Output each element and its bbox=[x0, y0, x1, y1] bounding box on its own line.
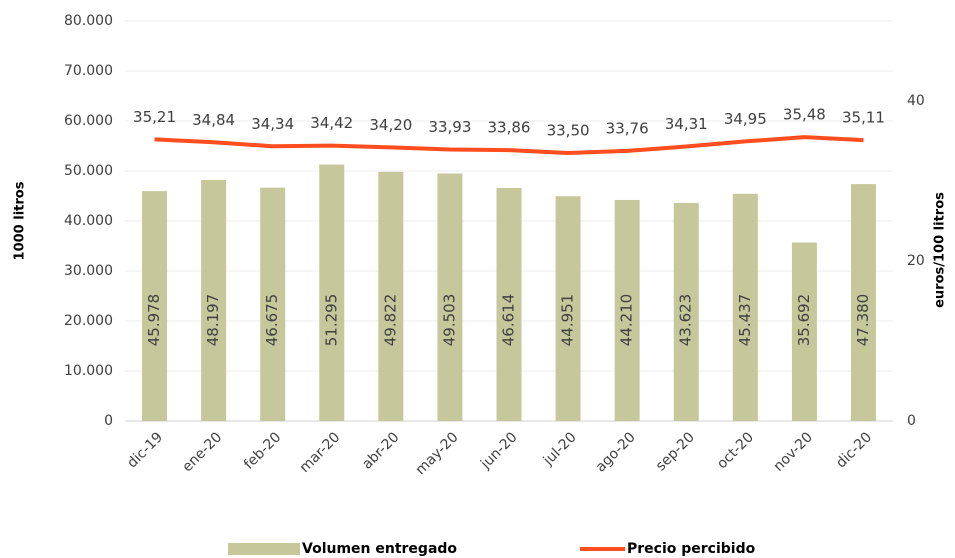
bar-value-label: 43.623 bbox=[677, 294, 695, 347]
line bbox=[154, 135, 864, 156]
y-tick-label: 70.000 bbox=[64, 63, 113, 79]
y-tick-label: 10.000 bbox=[64, 363, 113, 379]
bar-value-label: 44.210 bbox=[618, 294, 636, 347]
x-tick-label: feb-20 bbox=[241, 429, 284, 472]
bar bbox=[850, 184, 876, 421]
y-tick-label: 80.000 bbox=[64, 13, 113, 29]
bar-value-label: 48.197 bbox=[204, 294, 222, 347]
bar bbox=[201, 180, 227, 421]
x-tick-label: may-20 bbox=[413, 429, 462, 478]
line-value-label: 33,50 bbox=[547, 122, 590, 140]
x-tick-label: dic-19 bbox=[124, 429, 166, 471]
line-value-label: 33,86 bbox=[488, 119, 531, 137]
bar-value-label: 49.822 bbox=[381, 294, 399, 347]
bar bbox=[437, 173, 463, 421]
x-tick-label: jul-20 bbox=[540, 429, 580, 469]
bar-value-label: 45.437 bbox=[736, 294, 754, 347]
x-tick-label: abr-20 bbox=[359, 429, 402, 472]
bar bbox=[555, 196, 581, 421]
line-value-label: 35,21 bbox=[133, 108, 176, 126]
y-tick-label: 60.000 bbox=[64, 113, 113, 129]
bar bbox=[142, 191, 168, 421]
bar-value-label: 51.295 bbox=[322, 294, 340, 347]
legend-label: Precio percibido bbox=[627, 541, 756, 557]
y-tick-label: 40.000 bbox=[64, 213, 113, 229]
line-value-label: 35,48 bbox=[783, 106, 826, 124]
y2-tick-label: 20 bbox=[907, 253, 925, 269]
y2-tick-label: 40 bbox=[907, 93, 925, 109]
bar bbox=[319, 164, 345, 421]
bar bbox=[496, 187, 522, 421]
bar bbox=[732, 193, 758, 421]
bar-value-label: 44.951 bbox=[559, 294, 577, 347]
y-tick-label: 30.000 bbox=[64, 263, 113, 279]
x-tick-label: ago-20 bbox=[593, 429, 639, 475]
x-tick-label: sep-20 bbox=[653, 429, 698, 474]
bar-value-label: 46.614 bbox=[500, 294, 518, 347]
x-tick-label: dic-20 bbox=[833, 429, 875, 471]
y-tick-label: 20.000 bbox=[64, 313, 113, 329]
legend-swatch bbox=[228, 543, 300, 555]
x-tick-label: oct-20 bbox=[714, 429, 757, 472]
bar-value-label: 47.380 bbox=[854, 294, 872, 347]
bar-value-label: 49.503 bbox=[440, 294, 458, 347]
line-value-label: 34,95 bbox=[724, 110, 767, 128]
y2-axis-label: euros/100 litros bbox=[933, 192, 948, 308]
y-tick-label: 50.000 bbox=[64, 163, 113, 179]
line-value-label: 35,11 bbox=[842, 109, 885, 127]
y2-tick-label: 0 bbox=[907, 413, 916, 429]
x-tick-label: mar-20 bbox=[297, 429, 344, 476]
legend-label: Volumen entregado bbox=[302, 541, 457, 557]
y-tick-label: 0 bbox=[104, 413, 113, 429]
line-value-label: 34,31 bbox=[665, 115, 708, 133]
bar bbox=[791, 242, 817, 421]
line-value-label: 33,76 bbox=[606, 119, 649, 137]
x-tick-label: jun-20 bbox=[477, 429, 520, 472]
bar bbox=[614, 199, 640, 421]
line-value-label: 34,34 bbox=[251, 115, 294, 133]
x-tick-label: nov-20 bbox=[771, 429, 816, 474]
bar-value-label: 35.692 bbox=[795, 294, 813, 347]
line-value-label: 34,84 bbox=[192, 111, 235, 129]
bar-value-label: 46.675 bbox=[263, 294, 281, 347]
line-value-label: 34,20 bbox=[369, 116, 412, 134]
line-value-label: 33,93 bbox=[428, 118, 471, 136]
bar bbox=[378, 171, 404, 421]
x-tick-label: ene-20 bbox=[179, 429, 225, 475]
bar-value-label: 45.978 bbox=[145, 294, 163, 347]
bar bbox=[673, 202, 699, 421]
line-value-label: 34,42 bbox=[310, 114, 353, 132]
y-axis-label: 1000 litros bbox=[13, 181, 28, 260]
bar bbox=[260, 187, 286, 421]
